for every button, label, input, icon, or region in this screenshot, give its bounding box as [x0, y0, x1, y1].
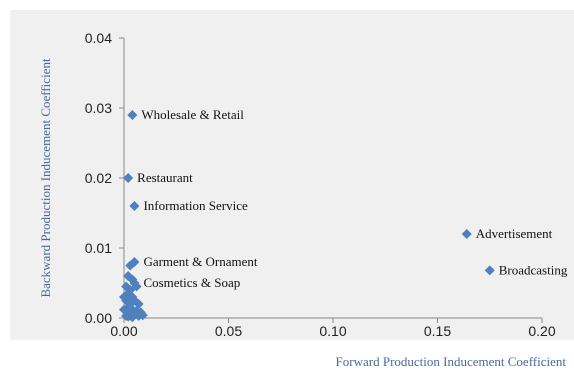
y-tick-label: 0.00 [85, 310, 112, 326]
point-label: Advertisement [476, 226, 553, 241]
data-point [137, 310, 148, 321]
point-label: Cosmetics & Soap [143, 275, 240, 290]
y-tick-label: 0.04 [85, 30, 112, 46]
x-tick-label: 0.10 [319, 323, 346, 339]
x-tick-label: 0.20 [528, 323, 555, 339]
data-point [127, 110, 138, 120]
point-label: Restaurant [137, 170, 193, 185]
chart-background [10, 10, 574, 340]
data-point [484, 265, 495, 276]
x-tick-label: 0.05 [215, 323, 242, 339]
x-axis-title: Forward Production Inducement Coefficien… [336, 354, 567, 369]
point-label: Wholesale & Retail [141, 107, 244, 122]
data-point [461, 229, 472, 239]
x-tick-label: 0.15 [424, 323, 451, 339]
data-point [129, 278, 140, 288]
data-point [119, 292, 129, 302]
y-tick-label: 0.03 [85, 100, 112, 116]
point-label: Garment & Ornament [143, 254, 257, 269]
data-point [119, 304, 129, 315]
point-label: Information Service [143, 198, 248, 213]
data-point [123, 173, 134, 183]
y-tick-label: 0.02 [85, 170, 112, 186]
data-point [129, 201, 140, 211]
data-point [129, 257, 140, 267]
x-tick-label: 0.00 [110, 323, 137, 339]
y-tick-label: 0.01 [85, 240, 112, 256]
data-point [127, 312, 138, 323]
point-label: Broadcasting [499, 262, 568, 277]
y-axis-title: Backward Production Inducement Coefficie… [38, 58, 53, 297]
